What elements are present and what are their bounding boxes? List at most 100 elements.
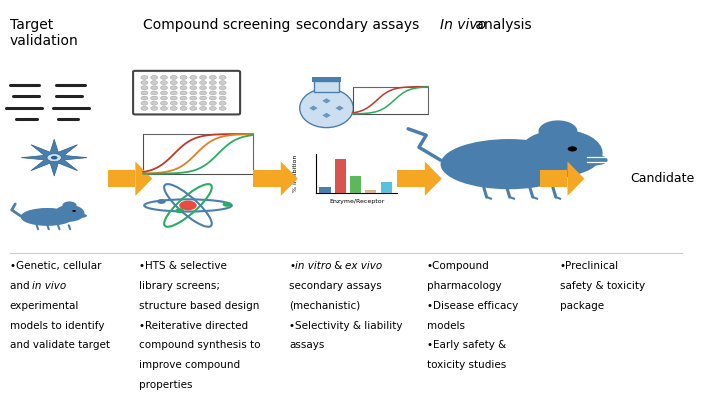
Circle shape [180, 96, 187, 100]
Circle shape [180, 86, 187, 90]
Circle shape [170, 91, 177, 95]
Text: Target
validation: Target validation [10, 18, 79, 48]
Circle shape [179, 201, 196, 210]
Circle shape [190, 101, 197, 105]
Text: models to identify: models to identify [10, 321, 104, 331]
FancyBboxPatch shape [133, 71, 240, 114]
Circle shape [151, 106, 157, 110]
Polygon shape [335, 106, 344, 111]
Circle shape [141, 86, 148, 90]
Circle shape [141, 81, 148, 85]
Text: secondary assays: secondary assays [296, 18, 420, 32]
Text: % inhibition: % inhibition [294, 154, 298, 192]
Polygon shape [397, 170, 425, 187]
Polygon shape [21, 139, 87, 176]
Circle shape [160, 106, 167, 110]
Text: •Early safety &: •Early safety & [427, 340, 506, 350]
Text: safety & toxicity: safety & toxicity [559, 281, 645, 291]
Circle shape [219, 101, 226, 105]
Bar [314, 81, 339, 92]
Circle shape [219, 81, 226, 85]
Text: improve compound: improve compound [138, 360, 240, 370]
Circle shape [160, 91, 167, 95]
Text: •HTS & selective: •HTS & selective [138, 261, 226, 271]
Circle shape [190, 96, 197, 100]
Text: •Compound: •Compound [427, 261, 489, 271]
Circle shape [141, 76, 148, 79]
Circle shape [199, 86, 206, 90]
Circle shape [175, 208, 184, 213]
Circle shape [160, 86, 167, 90]
Polygon shape [108, 170, 135, 187]
Text: In vivo: In vivo [440, 18, 486, 32]
Circle shape [160, 76, 167, 79]
Circle shape [160, 96, 167, 100]
Bar [365, 190, 376, 193]
Circle shape [170, 76, 177, 79]
Text: Compound screening: Compound screening [143, 18, 291, 32]
Circle shape [180, 101, 187, 105]
Circle shape [141, 91, 148, 95]
Circle shape [62, 201, 77, 209]
Circle shape [141, 101, 148, 105]
Text: Enzyme/Receptor: Enzyme/Receptor [329, 199, 384, 204]
Text: &: & [330, 261, 345, 271]
Circle shape [170, 96, 177, 100]
Text: library screens;: library screens; [138, 281, 220, 291]
Text: Candidate: Candidate [630, 172, 695, 185]
Circle shape [180, 91, 187, 95]
Circle shape [157, 199, 166, 204]
Circle shape [190, 86, 197, 90]
Circle shape [209, 81, 216, 85]
Circle shape [219, 86, 226, 90]
Text: package: package [559, 301, 604, 310]
Circle shape [199, 96, 206, 100]
Bar [352, 87, 428, 114]
Text: compound synthesis to: compound synthesis to [138, 340, 260, 350]
Circle shape [170, 106, 177, 110]
Polygon shape [425, 162, 442, 196]
Polygon shape [323, 113, 330, 118]
Circle shape [151, 91, 157, 95]
Text: models: models [427, 321, 464, 331]
Text: toxicity studies: toxicity studies [427, 360, 506, 370]
Text: secondary assays: secondary assays [289, 281, 382, 291]
Circle shape [190, 76, 197, 79]
Circle shape [190, 81, 197, 85]
Text: structure based design: structure based design [138, 301, 259, 310]
Polygon shape [323, 98, 330, 103]
Text: in vivo: in vivo [32, 281, 66, 291]
Circle shape [199, 101, 206, 105]
Circle shape [199, 91, 206, 95]
Circle shape [209, 101, 216, 105]
Circle shape [199, 81, 206, 85]
Bar [335, 159, 346, 193]
Circle shape [199, 76, 206, 79]
Circle shape [170, 86, 177, 90]
Circle shape [151, 76, 157, 79]
Text: •: • [289, 261, 296, 271]
Text: properties: properties [138, 380, 192, 390]
Circle shape [51, 156, 57, 160]
Circle shape [141, 96, 148, 100]
Ellipse shape [21, 208, 74, 226]
Circle shape [55, 205, 84, 222]
Circle shape [519, 130, 603, 176]
Circle shape [160, 81, 167, 85]
Circle shape [219, 91, 226, 95]
Text: in vitro: in vitro [295, 261, 332, 271]
Text: and: and [10, 281, 33, 291]
Text: •Reiterative directed: •Reiterative directed [138, 321, 247, 331]
Circle shape [223, 202, 231, 207]
Polygon shape [567, 162, 584, 196]
Circle shape [209, 106, 216, 110]
Circle shape [160, 101, 167, 105]
Circle shape [151, 101, 157, 105]
Bar [311, 77, 342, 82]
Circle shape [72, 210, 76, 212]
Text: •Disease efficacy: •Disease efficacy [427, 301, 518, 310]
Bar [350, 176, 361, 193]
Circle shape [151, 96, 157, 100]
Circle shape [180, 76, 187, 79]
Circle shape [180, 81, 187, 85]
